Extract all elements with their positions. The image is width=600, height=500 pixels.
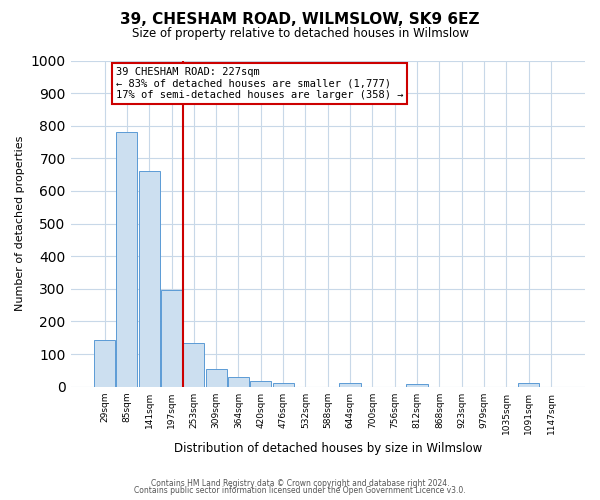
Bar xyxy=(228,377,249,386)
Bar xyxy=(250,381,271,386)
Bar xyxy=(116,132,137,386)
Text: Contains HM Land Registry data © Crown copyright and database right 2024.: Contains HM Land Registry data © Crown c… xyxy=(151,478,449,488)
Text: 39, CHESHAM ROAD, WILMSLOW, SK9 6EZ: 39, CHESHAM ROAD, WILMSLOW, SK9 6EZ xyxy=(120,12,480,28)
Bar xyxy=(340,383,361,386)
Bar xyxy=(139,172,160,386)
Bar xyxy=(406,384,428,386)
Bar xyxy=(161,290,182,386)
X-axis label: Distribution of detached houses by size in Wilmslow: Distribution of detached houses by size … xyxy=(173,442,482,455)
Bar xyxy=(272,384,294,386)
Bar xyxy=(94,340,115,386)
Bar xyxy=(206,368,227,386)
Text: Contains public sector information licensed under the Open Government Licence v3: Contains public sector information licen… xyxy=(134,486,466,495)
Bar xyxy=(183,342,205,386)
Bar xyxy=(518,384,539,386)
Text: 39 CHESHAM ROAD: 227sqm
← 83% of detached houses are smaller (1,777)
17% of semi: 39 CHESHAM ROAD: 227sqm ← 83% of detache… xyxy=(116,67,403,100)
Y-axis label: Number of detached properties: Number of detached properties xyxy=(15,136,25,312)
Text: Size of property relative to detached houses in Wilmslow: Size of property relative to detached ho… xyxy=(131,26,469,40)
